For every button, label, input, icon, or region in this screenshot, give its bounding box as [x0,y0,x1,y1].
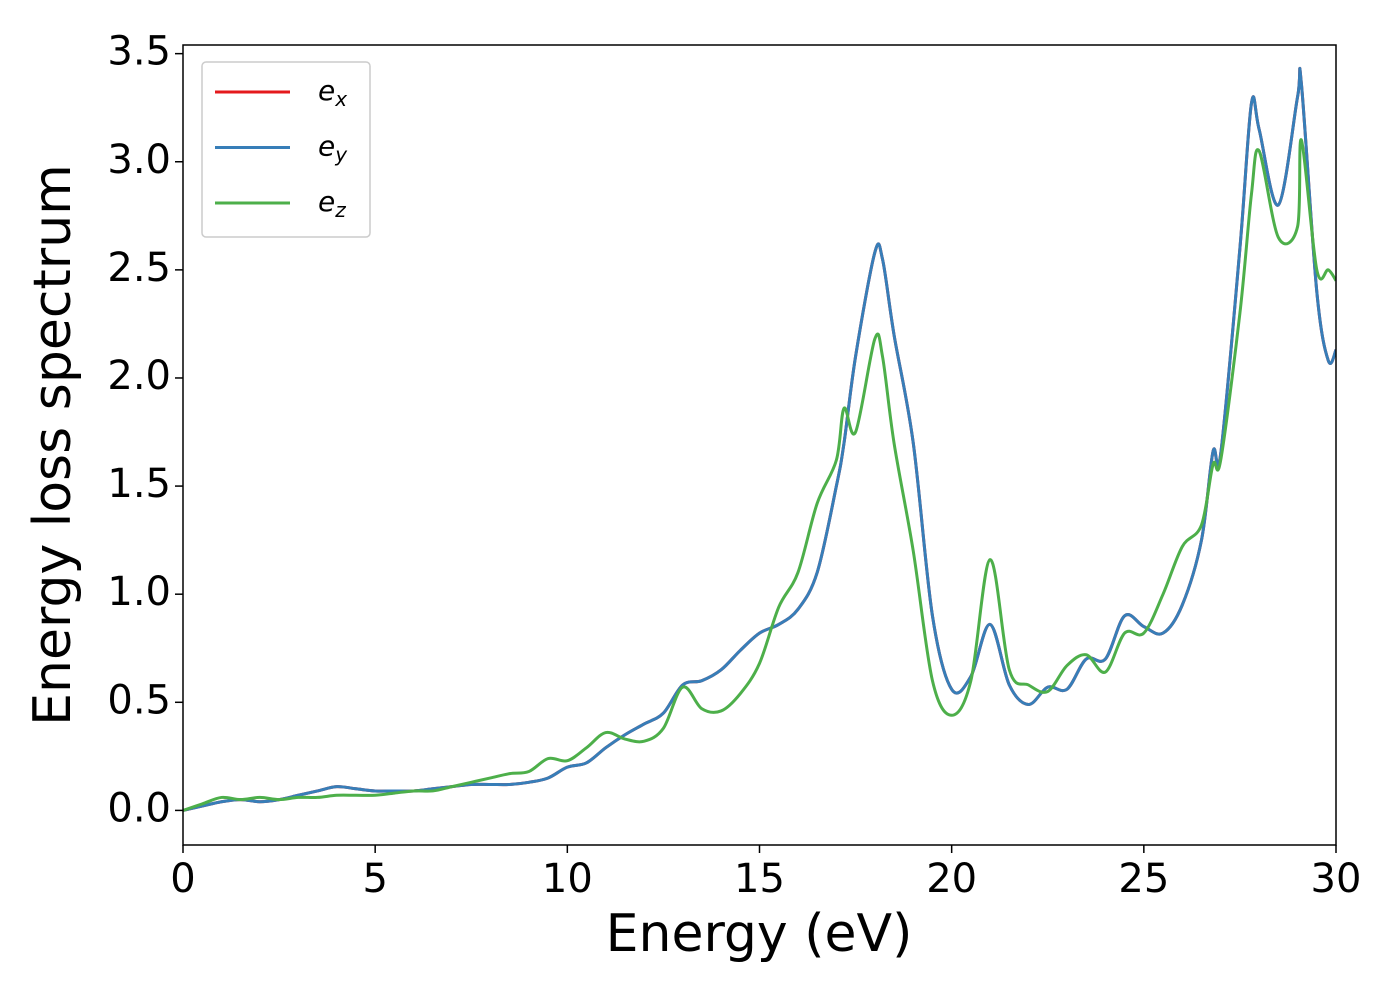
x-tick-label: 0 [170,856,195,902]
x-tick-label: 20 [926,856,977,902]
y-tick-label: 1.5 [107,461,171,507]
y-tick-label: 1.0 [107,569,171,615]
x-tick-label: 5 [362,856,387,902]
y-tick-label: 0.5 [107,677,171,723]
x-tick-label: 10 [542,856,593,902]
legend-label: ex [318,74,347,111]
x-axis-label: Energy (eV) [606,904,913,964]
legend-label: ez [318,185,346,222]
x-tick-label: 30 [1311,856,1362,902]
legend-box [201,61,371,238]
x-tick-label: 25 [1118,856,1169,902]
x-tick-label: 15 [734,856,785,902]
y-axis-label: Energy loss spectrum [23,164,83,726]
plot-frame [182,44,1337,846]
y-tick-label: 2.0 [107,353,171,399]
legend-label: ey [318,130,348,167]
y-tick-label: 3.0 [107,137,171,183]
y-tick-label: 0.0 [107,785,171,831]
series-line [183,138,1336,812]
y-tick-label: 3.5 [107,29,171,75]
y-tick-label: 2.5 [107,245,171,291]
